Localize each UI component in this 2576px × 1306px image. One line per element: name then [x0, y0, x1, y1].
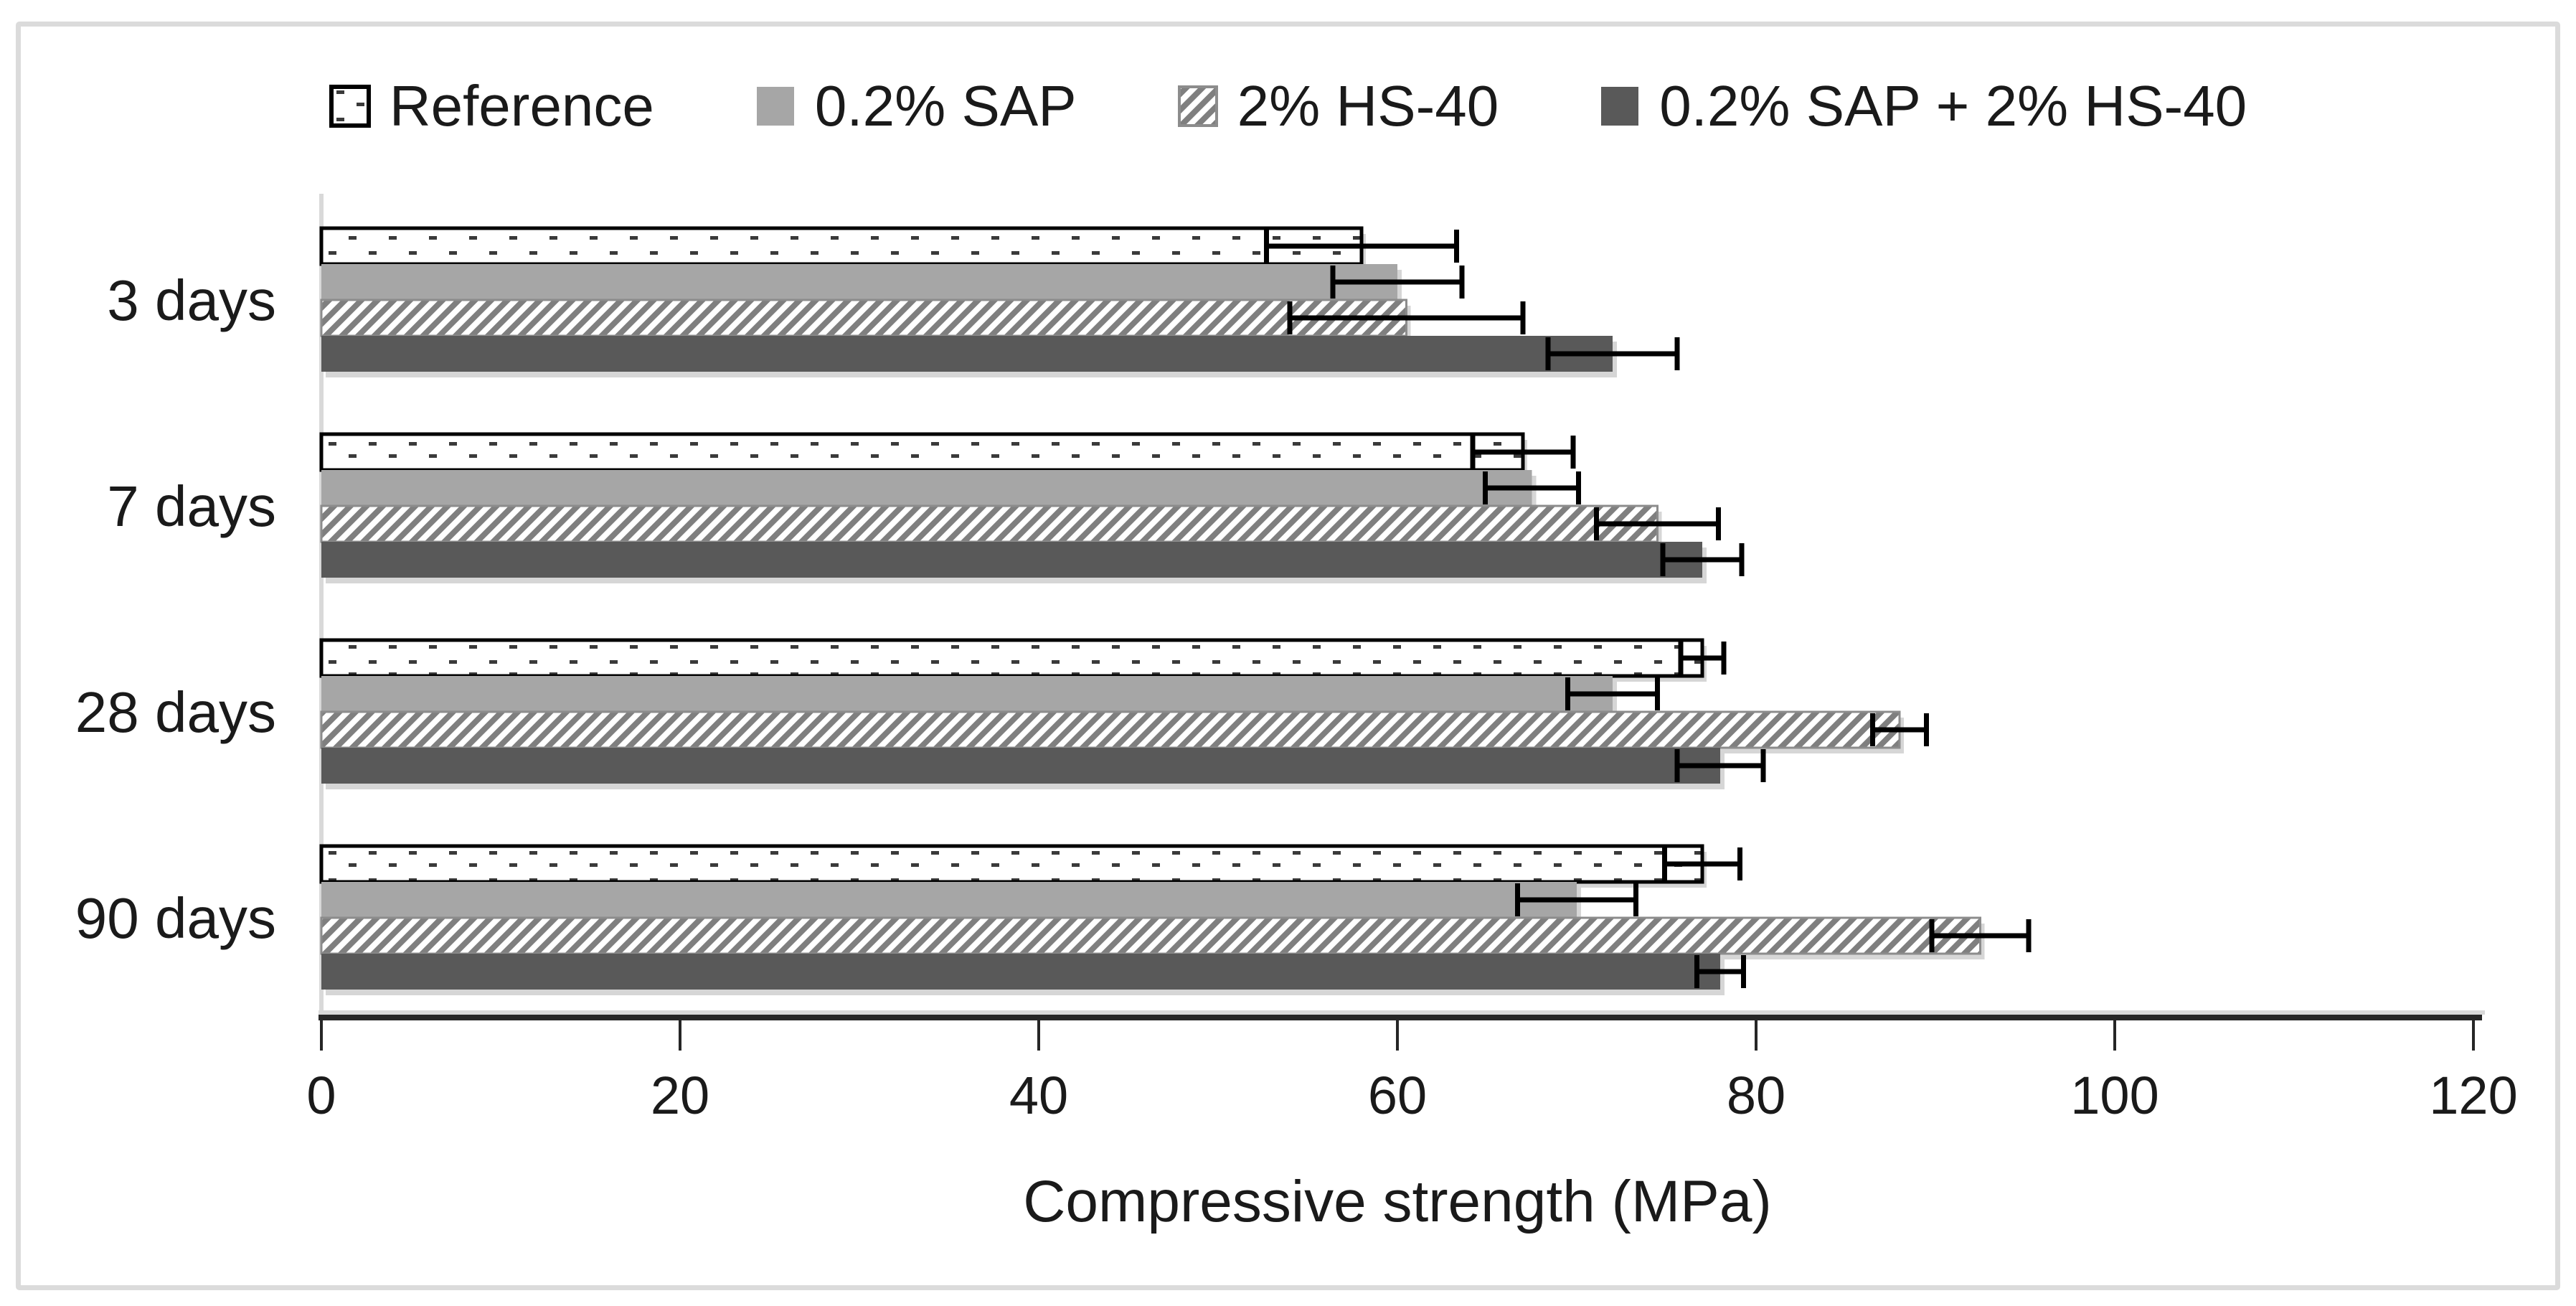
category-label-90-days: 90 days	[75, 886, 276, 950]
legend-item-0-2-sap-2-hs-40: 0.2% SAP + 2% HS-40	[1599, 73, 2247, 139]
bar-0-2-sap-2-hs-40-28-days	[321, 748, 1720, 784]
bar-2-hs-40-28-days	[320, 710, 1901, 749]
bar-reference-28-days	[319, 638, 1704, 678]
x-axis-tick-label-120: 120	[2429, 1066, 2517, 1125]
legend-swatch-0-2-sap	[756, 87, 794, 126]
legend: Reference 0.2% SAP 2% HS-40 0.2% SAP + 2% H…	[0, 63, 2576, 149]
legend-item-2-hs-40: 2% HS-40	[1177, 73, 1499, 139]
bar-2-hs-40-3-days	[320, 299, 1407, 337]
category-label-7-days: 7 days	[107, 474, 276, 538]
bar-reference-3-days	[319, 226, 1364, 266]
legend-item-0-2-sap: 0.2% SAP	[755, 73, 1077, 139]
category-label-3-days: 3 days	[107, 268, 276, 332]
legend-swatch-rect	[329, 85, 371, 128]
x-axis-tick-label-40: 40	[1009, 1066, 1068, 1125]
legend-swatch-rect	[1601, 87, 1639, 126]
bar-2-hs-40-90-days	[320, 916, 1981, 955]
bar-0-2-sap-2-hs-40-7-days	[321, 542, 1702, 578]
bar-reference-7-days	[319, 432, 1525, 472]
legend-label-reference: Reference	[389, 74, 654, 138]
legend-item-reference: Reference	[329, 73, 654, 139]
legend-label-0-2-sap: 0.2% SAP	[814, 74, 1077, 138]
x-axis-tick-label-20: 20	[651, 1066, 709, 1125]
x-axis-tick-label-60: 60	[1368, 1066, 1427, 1125]
bar-0-2-sap-28-days	[321, 676, 1613, 712]
bar-0-2-sap-3-days	[321, 264, 1397, 300]
legend-swatch-2-hs-40	[1177, 85, 1218, 127]
legend-swatch-rect	[756, 87, 794, 126]
bar-0-2-sap-2-hs-40-3-days	[321, 336, 1613, 372]
legend-label-2-hs-40: 2% HS-40	[1237, 74, 1499, 138]
bar-0-2-sap-2-hs-40-90-days	[321, 954, 1720, 990]
bar-reference-90-days	[319, 844, 1704, 884]
legend-swatch-reference	[329, 85, 371, 128]
x-axis-title: Compressive strength (MPa)	[1023, 1169, 1772, 1234]
bar-2-hs-40-7-days	[320, 504, 1659, 543]
bar-0-2-sap-7-days	[321, 470, 1532, 506]
plot-area: 3 days 7 days 28 days 90 days 0 20 40 60 80 100 12…	[75, 194, 2518, 1125]
x-axis-tick-label-0: 0	[306, 1066, 336, 1125]
x-axis-tick-label-100: 100	[2070, 1066, 2159, 1125]
legend-swatch-0-2-sap-2-hs-40	[1601, 87, 1639, 126]
legend-swatch-rect	[1177, 85, 1218, 127]
bar-0-2-sap-90-days	[321, 882, 1577, 918]
category-label-28-days: 28 days	[75, 680, 276, 744]
x-axis-tick-label-80: 80	[1727, 1066, 1785, 1125]
legend-label-0-2-sap-2-hs-40: 0.2% SAP + 2% HS-40	[1659, 74, 2247, 138]
